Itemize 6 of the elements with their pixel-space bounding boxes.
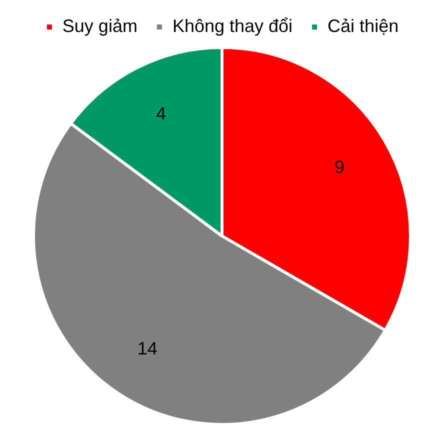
legend-label: Cải thiện — [328, 16, 399, 36]
legend-label: Không thay đổi — [172, 16, 293, 36]
data-label: 9 — [334, 157, 345, 178]
data-label: 4 — [156, 104, 166, 124]
legend-label: Suy giảm — [62, 16, 138, 36]
data-label: 14 — [137, 338, 158, 358]
